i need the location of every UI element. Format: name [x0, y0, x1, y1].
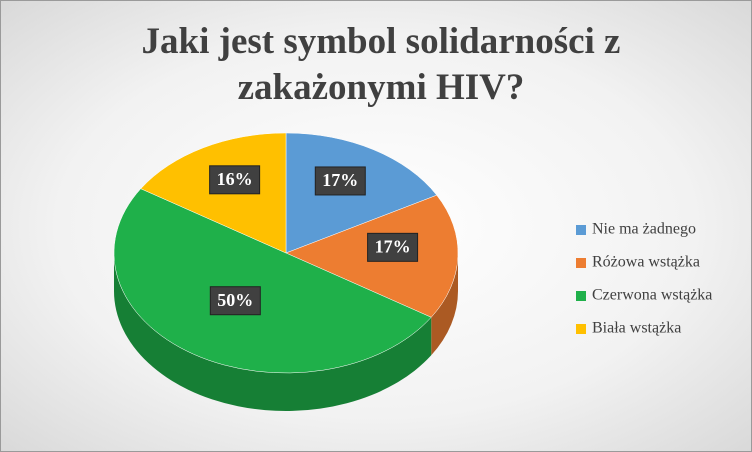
legend-label: Nie ma żadnego	[592, 221, 696, 238]
data-label-box	[209, 165, 261, 195]
pie-slice-side	[431, 253, 458, 356]
data-label-box	[314, 166, 366, 196]
chart-title: Jaki jest symbol solidarności z zakażony…	[141, 21, 621, 108]
pie-slice	[113, 188, 432, 374]
data-label-box	[209, 286, 261, 316]
data-label: 17%	[375, 236, 411, 256]
legend-label: Różowa wstążka	[592, 254, 700, 271]
legend-swatch	[576, 291, 586, 301]
data-label: 50%	[217, 290, 253, 310]
data-label: 17%	[322, 170, 358, 190]
pie-slice-side	[113, 253, 432, 412]
legend-swatch	[576, 225, 586, 235]
data-label: 16%	[217, 169, 253, 189]
legend-label: Biała wstążka	[592, 320, 681, 337]
legend-label: Czerwona wstążka	[592, 287, 712, 304]
data-label-box	[367, 232, 419, 262]
legend-swatch	[576, 258, 586, 268]
legend-swatch	[576, 324, 586, 334]
